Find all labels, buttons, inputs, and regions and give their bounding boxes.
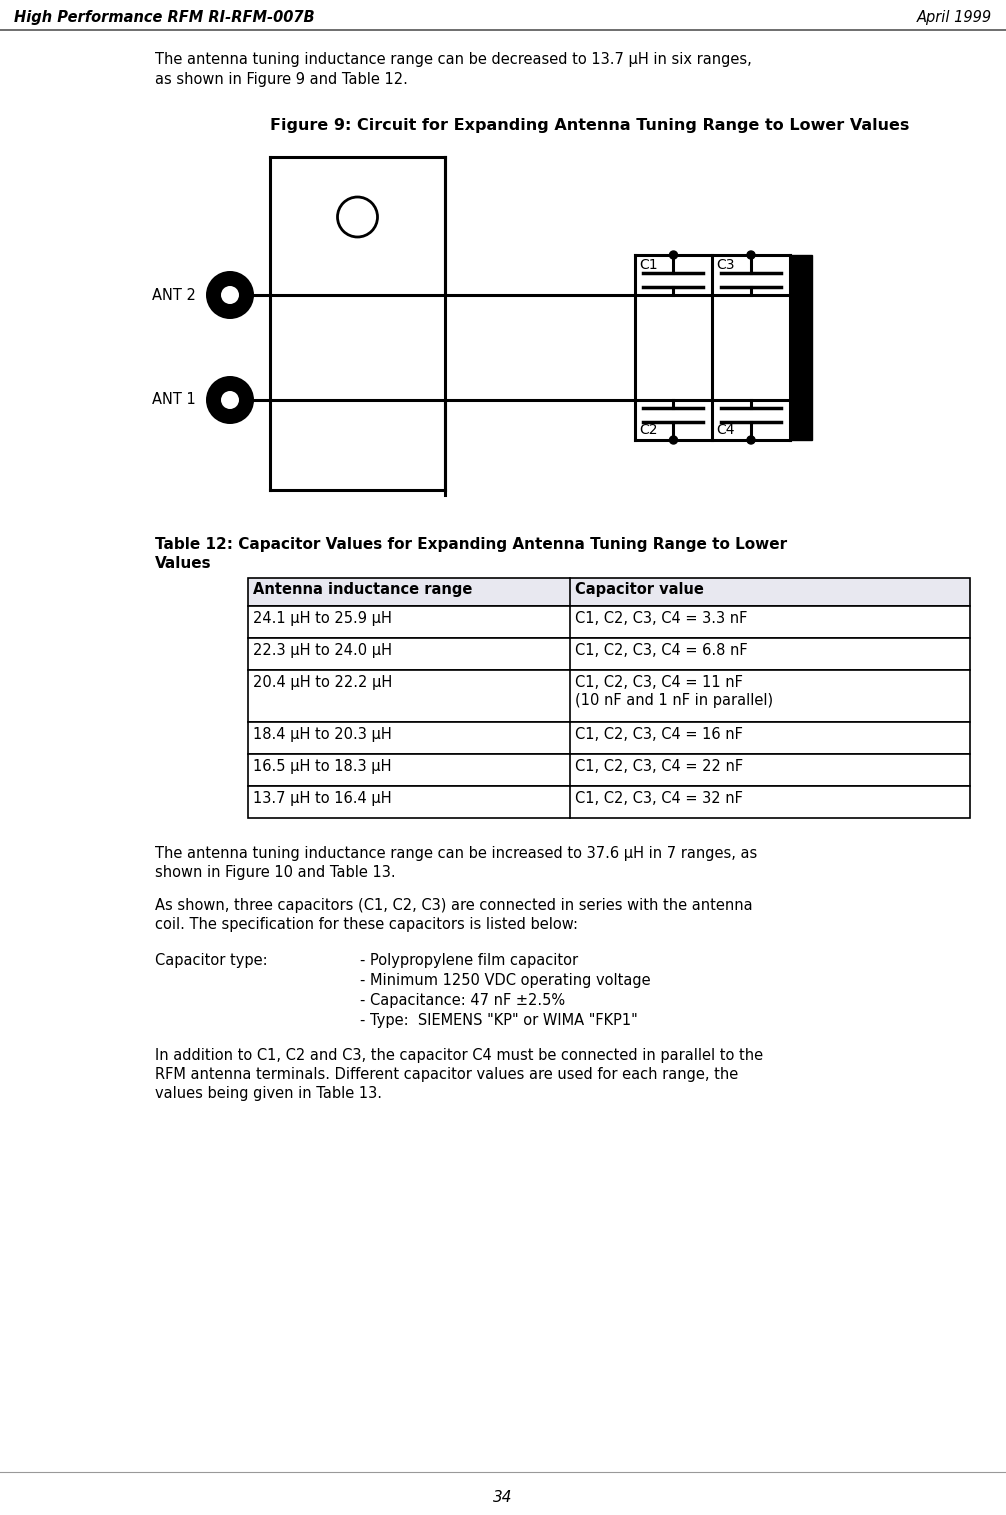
Text: April 1999: April 1999 <box>916 11 992 26</box>
Text: (10 nF and 1 nF in parallel): (10 nF and 1 nF in parallel) <box>575 692 774 708</box>
Circle shape <box>747 436 754 444</box>
Text: 18.4 μH to 20.3 μH: 18.4 μH to 20.3 μH <box>253 727 391 742</box>
Text: coil. The specification for these capacitors is listed below:: coil. The specification for these capaci… <box>155 917 578 932</box>
Circle shape <box>221 391 239 409</box>
Text: As shown, three capacitors (C1, C2, C3) are connected in series with the antenna: As shown, three capacitors (C1, C2, C3) … <box>155 898 752 914</box>
Text: - Capacitance: 47 nF ±2.5%: - Capacitance: 47 nF ±2.5% <box>360 992 565 1007</box>
Text: ANT 2: ANT 2 <box>152 288 196 303</box>
Text: shown in Figure 10 and Table 13.: shown in Figure 10 and Table 13. <box>155 865 395 880</box>
Text: 13.7 μH to 16.4 μH: 13.7 μH to 16.4 μH <box>253 791 391 806</box>
Circle shape <box>747 251 754 259</box>
Bar <box>248 606 970 638</box>
Circle shape <box>206 376 254 424</box>
Text: C4: C4 <box>716 423 734 436</box>
Text: - Minimum 1250 VDC operating voltage: - Minimum 1250 VDC operating voltage <box>360 973 651 988</box>
Text: Antenna inductance range: Antenna inductance range <box>253 582 473 597</box>
Text: C1, C2, C3, C4 = 16 nF: C1, C2, C3, C4 = 16 nF <box>575 727 742 742</box>
Text: ANT 1: ANT 1 <box>152 392 196 408</box>
Circle shape <box>670 436 677 444</box>
Text: C1, C2, C3, C4 = 6.8 nF: C1, C2, C3, C4 = 6.8 nF <box>575 642 747 658</box>
Text: RFM antenna terminals. Different capacitor values are used for each range, the: RFM antenna terminals. Different capacit… <box>155 1067 738 1082</box>
Text: Table 12: Capacitor Values for Expanding Antenna Tuning Range to Lower: Table 12: Capacitor Values for Expanding… <box>155 536 787 551</box>
Text: C1: C1 <box>639 258 658 273</box>
Bar <box>248 786 970 818</box>
Bar <box>790 255 812 439</box>
Text: 20.4 μH to 22.2 μH: 20.4 μH to 22.2 μH <box>253 676 392 689</box>
Text: Capacitor value: Capacitor value <box>575 582 704 597</box>
Bar <box>248 723 970 754</box>
Bar <box>248 579 970 606</box>
Circle shape <box>670 251 677 259</box>
Text: C3: C3 <box>716 258 734 273</box>
Text: 34: 34 <box>493 1489 513 1504</box>
Text: In addition to C1, C2 and C3, the capacitor C4 must be connected in parallel to : In addition to C1, C2 and C3, the capaci… <box>155 1048 764 1064</box>
Text: Figure 9: Circuit for Expanding Antenna Tuning Range to Lower Values: Figure 9: Circuit for Expanding Antenna … <box>270 118 909 133</box>
Text: values being given in Table 13.: values being given in Table 13. <box>155 1086 382 1101</box>
Text: Capacitor type:: Capacitor type: <box>155 953 268 968</box>
Text: 24.1 μH to 25.9 μH: 24.1 μH to 25.9 μH <box>253 611 392 626</box>
Text: High Performance RFM RI-RFM-007B: High Performance RFM RI-RFM-007B <box>14 11 315 26</box>
Bar <box>248 670 970 723</box>
Text: 16.5 μH to 18.3 μH: 16.5 μH to 18.3 μH <box>253 759 391 774</box>
Bar <box>248 638 970 670</box>
Text: C1, C2, C3, C4 = 22 nF: C1, C2, C3, C4 = 22 nF <box>575 759 743 774</box>
Text: C1, C2, C3, C4 = 11 nF: C1, C2, C3, C4 = 11 nF <box>575 676 742 689</box>
Text: - Polypropylene film capacitor: - Polypropylene film capacitor <box>360 953 578 968</box>
Text: Values: Values <box>155 556 211 571</box>
Text: 22.3 μH to 24.0 μH: 22.3 μH to 24.0 μH <box>253 642 392 658</box>
Text: C1, C2, C3, C4 = 3.3 nF: C1, C2, C3, C4 = 3.3 nF <box>575 611 747 626</box>
Bar <box>248 754 970 786</box>
Text: C2: C2 <box>639 423 658 436</box>
Circle shape <box>206 271 254 320</box>
Text: The antenna tuning inductance range can be increased to 37.6 μH in 7 ranges, as: The antenna tuning inductance range can … <box>155 845 758 861</box>
Circle shape <box>221 286 239 305</box>
Text: The antenna tuning inductance range can be decreased to 13.7 μH in six ranges,: The antenna tuning inductance range can … <box>155 52 751 67</box>
Text: as shown in Figure 9 and Table 12.: as shown in Figure 9 and Table 12. <box>155 73 407 86</box>
Text: - Type:  SIEMENS "KP" or WIMA "FKP1": - Type: SIEMENS "KP" or WIMA "FKP1" <box>360 1014 638 1029</box>
Text: C1, C2, C3, C4 = 32 nF: C1, C2, C3, C4 = 32 nF <box>575 791 742 806</box>
